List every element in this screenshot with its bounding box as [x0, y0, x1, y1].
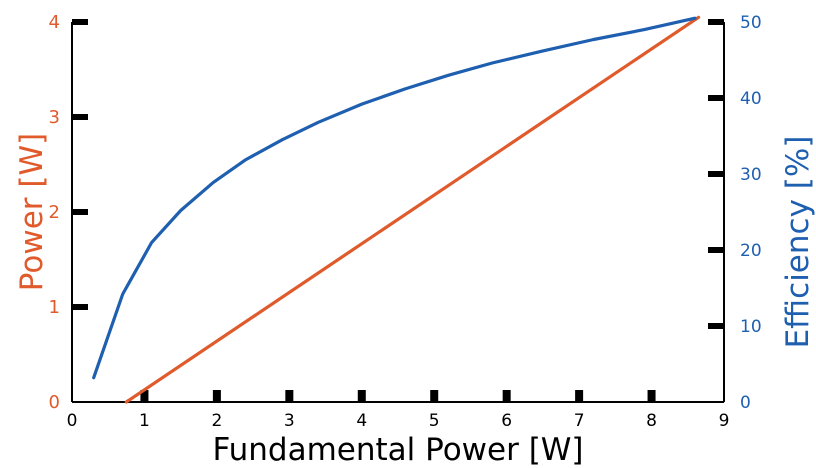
- x-tick-label: 5: [429, 411, 440, 431]
- x-tick-label: 1: [139, 411, 150, 431]
- y-right-tick-mark: [708, 171, 724, 177]
- y-right-tick-label: 0: [740, 393, 751, 413]
- y-left-tick-label: 3: [49, 107, 60, 128]
- x-tick-label: 0: [67, 411, 78, 431]
- y-right-tick-mark: [708, 247, 724, 253]
- y-left-tick-label: 1: [49, 297, 60, 318]
- y-right-tick-label: 50: [740, 13, 762, 33]
- y-right-axis-title: Efficiency [%]: [780, 136, 816, 349]
- x-tick-mark: [140, 390, 149, 402]
- x-tick-label: 8: [646, 411, 657, 431]
- y-left-tick-mark: [72, 304, 88, 310]
- x-tick-label: 7: [574, 411, 585, 431]
- x-tick-mark: [357, 390, 366, 402]
- y-right-tick-label: 10: [740, 317, 762, 337]
- y-left-tick-mark: [72, 209, 88, 215]
- x-tick-mark: [430, 390, 439, 402]
- x-tick-mark: [285, 390, 294, 402]
- y-left-tick-label: 0: [49, 392, 60, 413]
- x-tick-label: 9: [719, 411, 730, 431]
- y-right-tick-label: 40: [740, 89, 762, 109]
- y-left-tick-mark: [72, 19, 88, 25]
- y-right-tick-mark: [708, 19, 724, 25]
- x-axis-title: Fundamental Power [W]: [212, 432, 583, 468]
- x-tick-mark: [647, 390, 656, 402]
- x-tick-mark: [575, 390, 584, 402]
- y-left-axis-title: Power [W]: [14, 133, 50, 291]
- x-tick-label: 4: [356, 411, 367, 431]
- y-right-tick-label: 30: [740, 165, 762, 185]
- x-tick-label: 2: [211, 411, 222, 431]
- y-right-tick-label: 20: [740, 241, 762, 261]
- x-tick-mark: [502, 390, 511, 402]
- x-tick-label: 6: [501, 411, 512, 431]
- y-right-tick-mark: [708, 95, 724, 101]
- y-left-tick-label: 2: [49, 202, 60, 223]
- y-left-tick-label: 4: [49, 12, 60, 33]
- y-right-tick-mark: [708, 323, 724, 329]
- efficiency-line: [92, 16, 697, 380]
- power-line: [124, 15, 701, 404]
- y-left-tick-mark: [72, 114, 88, 120]
- x-tick-label: 3: [284, 411, 295, 431]
- x-tick-mark: [212, 390, 221, 402]
